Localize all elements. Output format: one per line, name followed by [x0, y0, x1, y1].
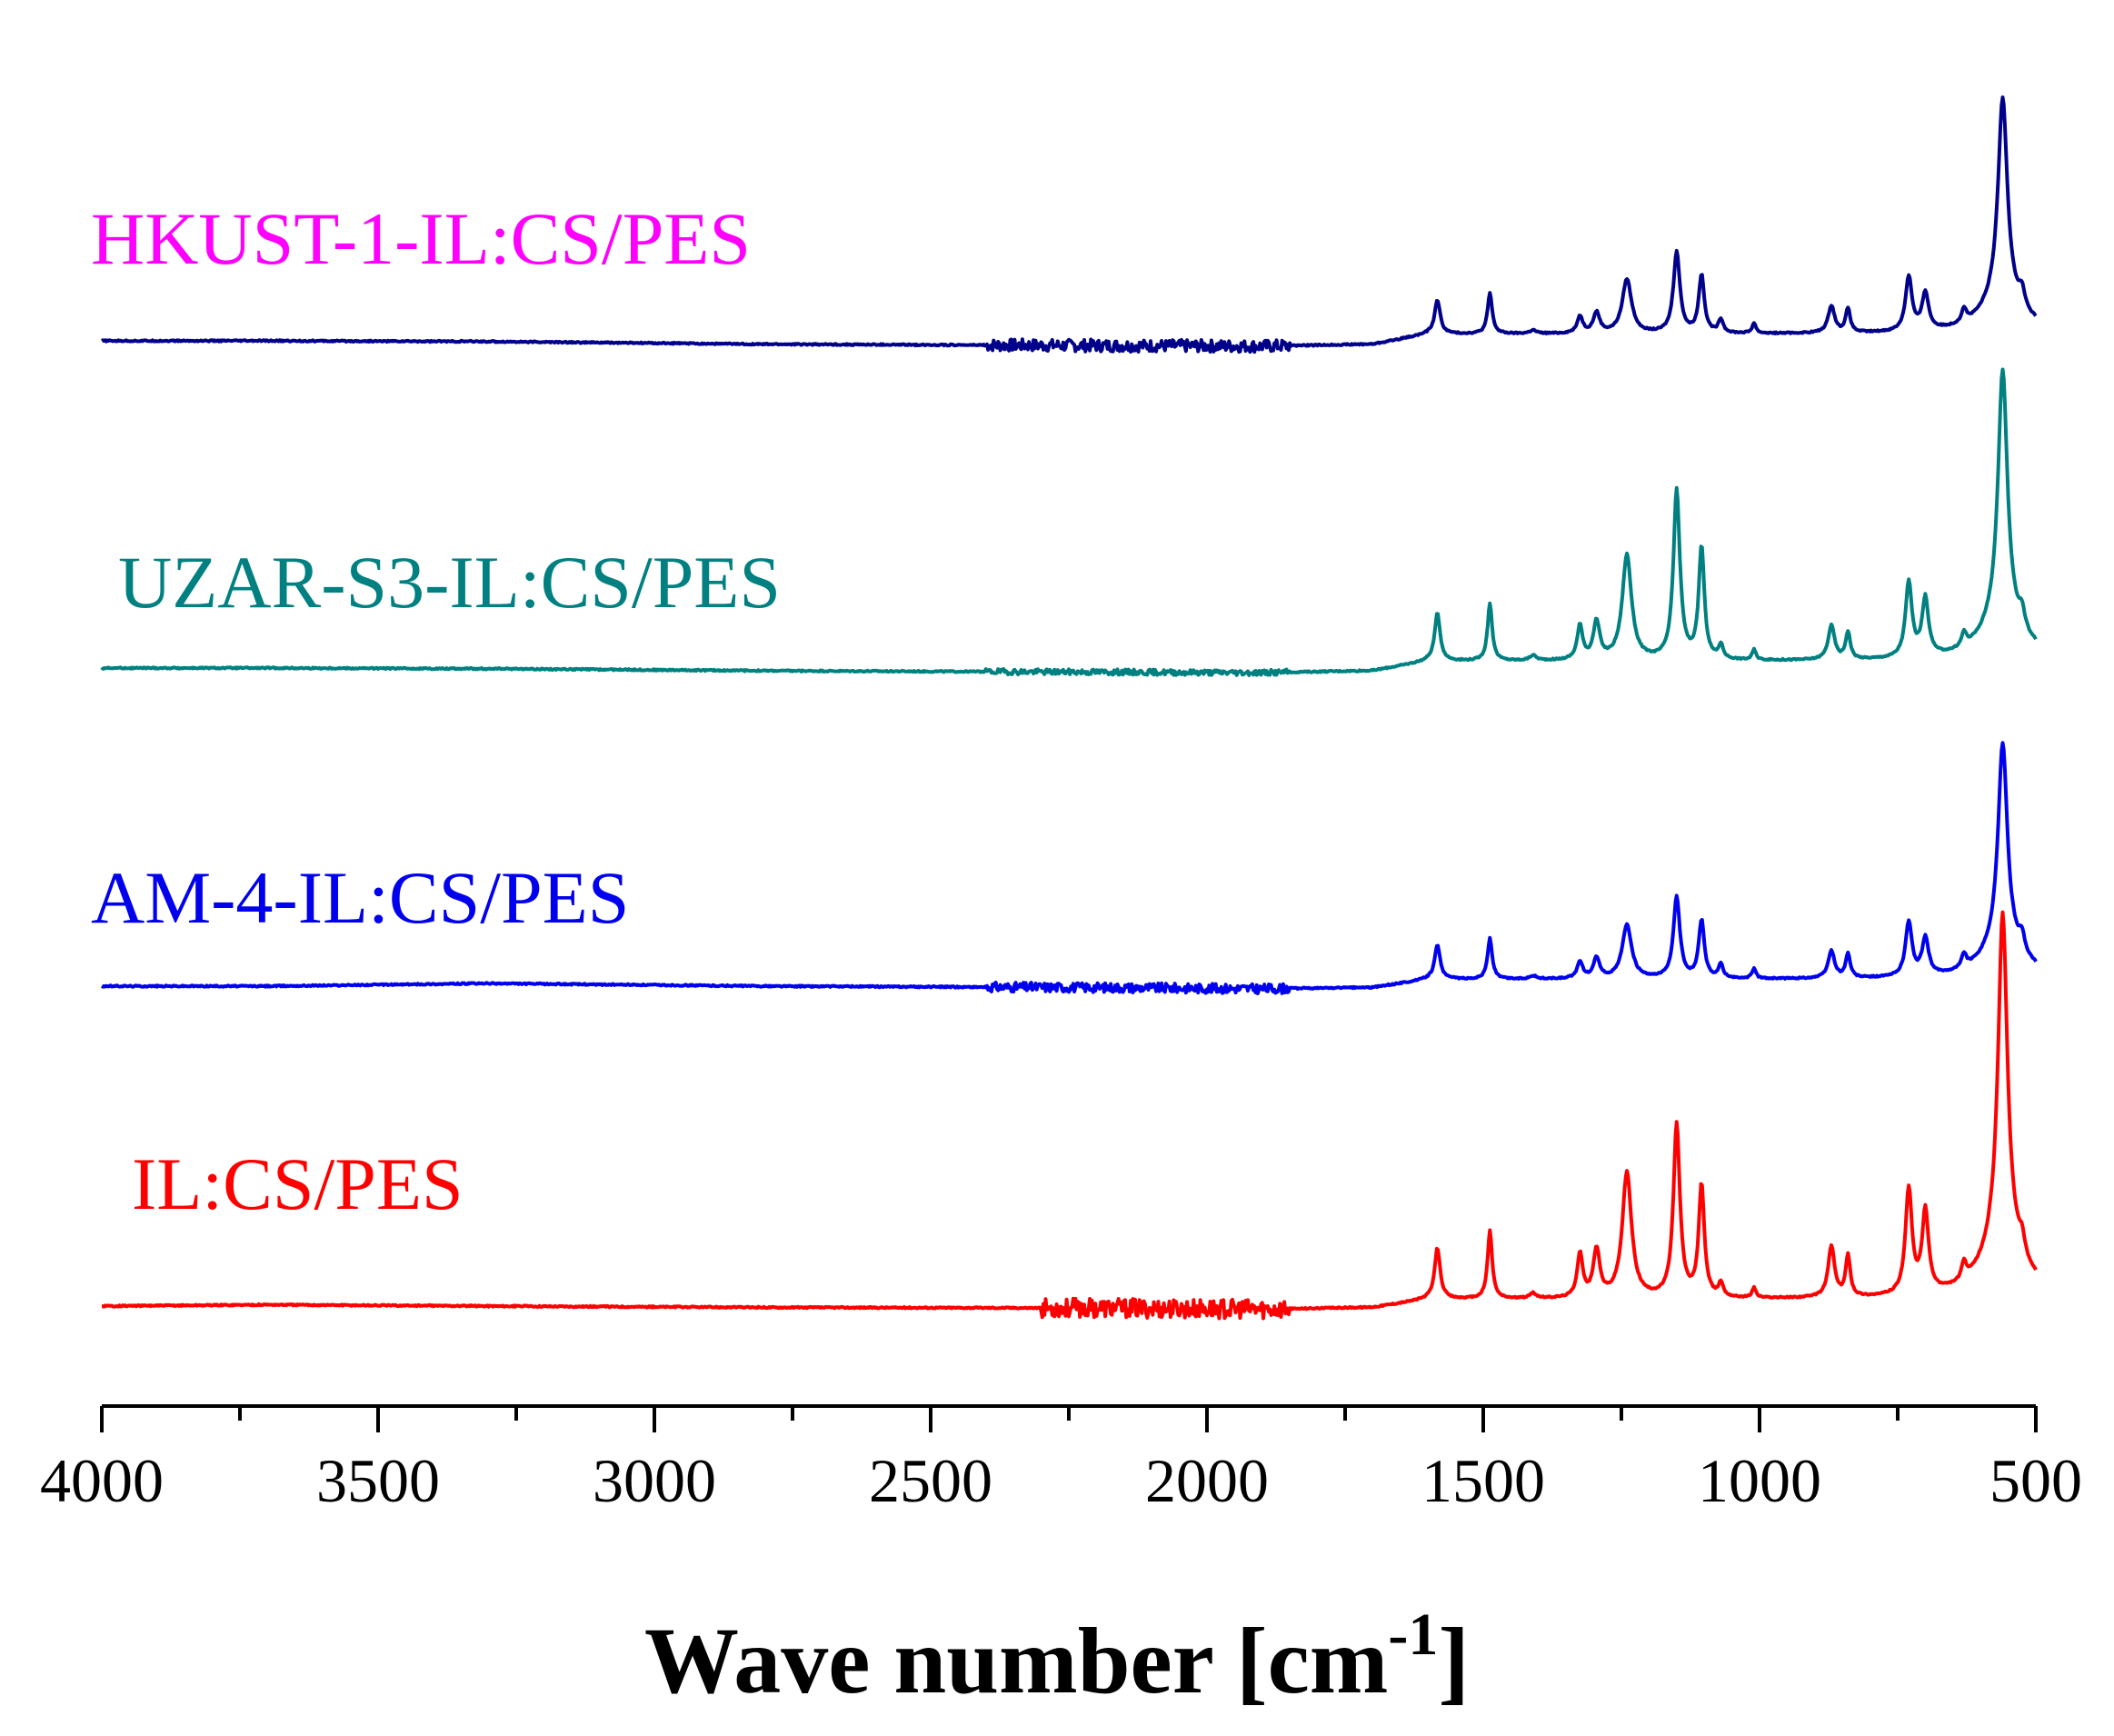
series-label-uzar: UZAR-S3-IL:CS/PES — [118, 541, 781, 624]
x-tick-label: 1500 — [1421, 1446, 1545, 1515]
series-label-am4: AM-4-IL:CS/PES — [91, 856, 629, 939]
series-line-0 — [100, 95, 2038, 354]
x-axis-title-sup: -1 — [1388, 1601, 1438, 1668]
x-ticks: 4000 3500 3000 2500 2000 1500 1000 500 — [40, 1406, 2082, 1515]
x-tick-label: 3500 — [316, 1446, 440, 1515]
x-tick-label: 4000 — [40, 1446, 164, 1515]
x-axis-title-main: Wave number [cm — [644, 1609, 1388, 1713]
series-line-1 — [100, 367, 2038, 677]
x-axis-title: Wave number [cm-1] — [644, 1601, 1470, 1713]
series-label-hkust: HKUST-1-IL:CS/PES — [91, 197, 751, 280]
series-line-3 — [101, 910, 2038, 1321]
x-tick-label: 2000 — [1145, 1446, 1269, 1515]
series-layer — [100, 95, 2038, 1321]
x-tick-label: 500 — [1989, 1446, 2082, 1515]
series-line-2 — [100, 741, 2038, 995]
series-label-il: IL:CS/PES — [132, 1142, 464, 1225]
x-tick-label: 1000 — [1698, 1446, 1821, 1515]
x-axis-title-close: ] — [1438, 1609, 1470, 1713]
x-tick-label: 3000 — [593, 1446, 716, 1515]
x-tick-label: 2500 — [869, 1446, 992, 1515]
